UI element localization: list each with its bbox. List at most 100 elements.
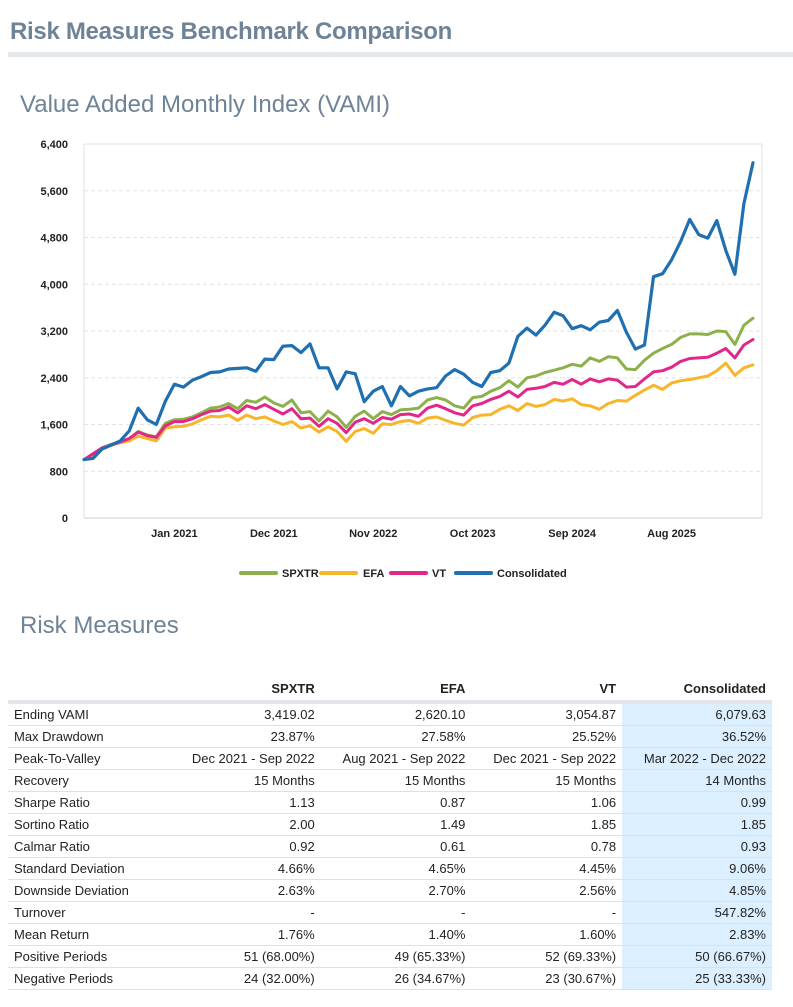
legend-item-vt[interactable]: VT [389,568,446,580]
chart-series [82,161,755,462]
table-header-row: SPXTR EFA VT Consolidated [8,676,772,704]
series-line-spxtr [82,316,755,462]
metric-label: Peak-To-Valley [8,747,170,770]
cell-efa: 4.65% [320,857,472,880]
metric-label: Negative Periods [8,967,170,990]
cell-spxtr: 2.63% [170,879,321,902]
cell-consolidated: 4.85% [622,879,772,902]
cell-spxtr: 1.13 [170,791,321,814]
cell-consolidated: 0.93 [622,835,772,858]
y-tick-label: 5,600 [40,186,68,198]
y-tick-label: 4,000 [40,279,68,291]
table-row: Ending VAMI 3,419.02 2,620.10 3,054.87 6,079… [8,702,772,726]
cell-vt: Dec 2021 - Sep 2022 [471,747,623,770]
series-line-vt [82,338,755,462]
metric-label: Downside Deviation [8,879,170,902]
cell-consolidated: 50 (66.67%) [622,945,772,968]
x-tick-label: Aug 2025 [647,528,696,540]
cell-vt: 2.56% [471,879,623,902]
cell-efa: 0.61 [320,835,472,858]
cell-spxtr: 23.87% [170,725,321,748]
y-tick-label: 800 [50,466,68,478]
legend-label: EFA [363,568,384,580]
legend-label: VT [432,568,446,580]
cell-consolidated: 36.52% [622,725,772,748]
legend-item-consolidated[interactable]: Consolidated [454,568,567,580]
cell-efa: 2,620.10 [320,702,472,726]
x-tick-label: Nov 2022 [349,528,397,540]
header-spxtr: SPXTR [170,676,321,704]
cell-spxtr: 0.92 [170,835,321,858]
cell-efa: 49 (65.33%) [320,945,472,968]
metric-label: Standard Deviation [8,857,170,880]
cell-vt: 4.45% [471,857,623,880]
legend-label: SPXTR [282,568,319,580]
y-tick-label: 4,800 [40,233,68,245]
cell-spxtr: - [170,901,321,924]
vami-section-title: Value Added Monthly Index (VAMI) [20,91,390,118]
table-row: Positive Periods 51 (68.00%) 49 (65.33%) 52… [8,945,772,968]
table-row: Calmar Ratio 0.92 0.61 0.78 0.93 [8,835,772,858]
header-consolidated: Consolidated [622,676,772,704]
risk-section-title: Risk Measures [20,612,179,639]
cell-vt: 3,054.87 [471,702,623,726]
legend-label: Consolidated [497,568,567,580]
metric-label: Mean Return [8,923,170,946]
cell-vt: 1.60% [471,923,623,946]
title-divider [8,52,793,57]
header-efa: EFA [320,676,472,704]
x-tick-label: Dec 2021 [250,528,298,540]
cell-efa: 1.40% [320,923,472,946]
cell-spxtr: Dec 2021 - Sep 2022 [170,747,321,770]
table-row: Sharpe Ratio 1.13 0.87 1.06 0.99 [8,791,772,814]
cell-consolidated: 6,079.63 [622,702,772,726]
legend-item-efa[interactable]: EFA [319,568,384,580]
cell-consolidated: 25 (33.33%) [622,967,772,990]
cell-consolidated: Mar 2022 - Dec 2022 [622,747,772,770]
y-tick-label: 1,600 [40,420,68,432]
table-row: Recovery 15 Months 15 Months 15 Months 14 Mo… [8,769,772,792]
table-row: Turnover - - -547.82% [8,901,772,924]
metric-label: Recovery [8,769,170,792]
table-row: Mean Return 1.76% 1.40% 1.60% 2.83% [8,923,772,946]
cell-vt: - [471,901,623,924]
chart-axes: 0 800 1,600 2,400 3,200 4,000 4,800 5,600 6,400 J… [40,139,763,540]
table-row: Peak-To-Valley Dec 2021 - Sep 2022 Aug 202… [8,747,772,770]
table-body: Ending VAMI 3,419.02 2,620.10 3,054.87 6,079… [8,702,772,990]
table-row: Max Drawdown 23.87% 27.58% 25.52% 36.52% [8,725,772,748]
metric-label: Turnover [8,901,170,924]
cell-efa: 15 Months [320,769,472,792]
header-vt: VT [471,676,623,704]
cell-efa: 27.58% [320,725,472,748]
cell-vt: 23 (30.67%) [471,967,623,990]
cell-spxtr: 2.00 [170,813,321,836]
metric-label: Calmar Ratio [8,835,170,858]
x-tick-label: Sep 2024 [548,528,597,540]
chart-legend[interactable]: SPXTR EFA VT Consolidated [239,568,567,580]
y-tick-label: 2,400 [40,373,68,385]
risk-measures-table: SPXTR EFA VT Consolidated Ending VAMI 3,419.… [8,676,772,990]
cell-consolidated: 2.83% [622,923,772,946]
cell-efa: - [320,901,472,924]
cell-efa: 1.49 [320,813,472,836]
cell-consolidated: 1.85 [622,813,772,836]
cell-spxtr: 1.76% [170,923,321,946]
cell-vt: 15 Months [471,769,623,792]
y-tick-label: 0 [62,513,68,525]
metric-label: Max Drawdown [8,725,170,748]
cell-efa: 26 (34.67%) [320,967,472,990]
cell-consolidated: 0.99 [622,791,772,814]
table-row: Negative Periods 24 (32.00%) 26 (34.67%) 23… [8,967,772,990]
x-tick-label: Oct 2023 [450,528,496,540]
legend-item-spxtr[interactable]: SPXTR [239,568,319,580]
metric-label: Sharpe Ratio [8,791,170,814]
page-title: Risk Measures Benchmark Comparison [10,18,452,45]
cell-spxtr: 51 (68.00%) [170,945,321,968]
y-tick-label: 3,200 [40,326,68,338]
cell-vt: 1.85 [471,813,623,836]
cell-spxtr: 15 Months [170,769,321,792]
cell-vt: 0.78 [471,835,623,858]
vami-line-chart: 0 800 1,600 2,400 3,200 4,000 4,800 5,600 6,400 J… [40,139,763,580]
table-row: Downside Deviation 2.63% 2.70% 2.56% 4.85% [8,879,772,902]
table-row: Sortino Ratio 2.00 1.49 1.85 1.85 [8,813,772,836]
